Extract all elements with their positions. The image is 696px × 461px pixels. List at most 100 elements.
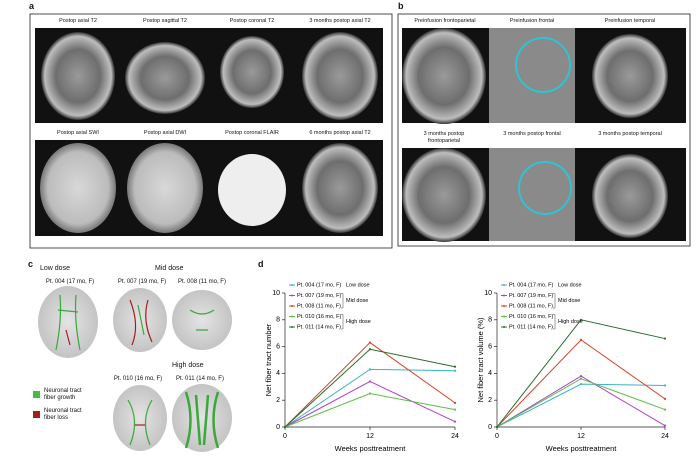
y-tick-label: 0 <box>276 424 280 431</box>
dose-label: Low dose <box>40 265 70 272</box>
image-label: Postop coronal FLAIR <box>225 130 279 136</box>
y-tick-label: 4 <box>488 370 492 377</box>
dose-label: High dose <box>558 319 583 325</box>
patient-label: Pt. 011 (14 mo, F) <box>176 376 224 382</box>
dose-label: Low dose <box>558 282 582 288</box>
y-tick-label: 0 <box>488 424 492 431</box>
panel-a-images <box>35 28 383 236</box>
image-label: 6 months postop axial T2 <box>309 130 371 136</box>
legend-dot <box>291 305 293 307</box>
data-point <box>368 341 372 344</box>
panel-label: d <box>258 259 264 269</box>
legend-label: Neuronal tract fiber growth <box>44 388 82 401</box>
x-tick-label: 0 <box>283 433 287 440</box>
data-point <box>368 368 372 371</box>
dose-label: High dose <box>172 362 204 369</box>
dose-label: Mid dose <box>558 298 580 304</box>
legend-label: Pt. 010 (16 mo, F) <box>509 314 553 320</box>
legend-bracket <box>553 293 556 309</box>
image-label: Postop axial SWI <box>57 130 99 136</box>
x-axis-label: Weeks posttreatment <box>335 444 407 453</box>
series-line <box>496 378 666 428</box>
legend-bracket <box>341 314 344 330</box>
series-line <box>496 383 666 428</box>
x-axis-label: Weeks posttreatment <box>546 444 618 453</box>
data-point <box>495 425 499 429</box>
series-line <box>284 341 456 428</box>
image-label: Postop axial T2 <box>59 18 97 24</box>
y-tick-label: 6 <box>488 343 492 350</box>
data-point <box>368 392 372 395</box>
image-label: Postop coronal T2 <box>229 18 275 24</box>
y-tick-label: 2 <box>488 397 492 404</box>
data-point <box>579 377 583 380</box>
x-tick-label: 24 <box>451 433 459 440</box>
data-point <box>283 425 287 429</box>
image-label: Postop sagittal T2 <box>143 18 187 24</box>
data-point <box>453 401 457 404</box>
legend-dot <box>503 305 505 307</box>
data-point <box>663 384 667 387</box>
y-axis-label: Net fiber tract number <box>264 323 273 396</box>
legend-dot <box>503 284 505 286</box>
data-point <box>579 318 583 321</box>
y-tick-label: 2 <box>276 397 280 404</box>
image-label: Preinfusion temporal <box>604 18 656 24</box>
legend-label: Pt. 004 (17 mo, F) <box>509 282 553 288</box>
y-tick-label: 10 <box>484 290 492 297</box>
data-point <box>579 374 583 378</box>
series-line <box>284 348 456 428</box>
legend-dot <box>291 284 293 286</box>
panel-b-images <box>402 28 686 242</box>
series-line <box>284 368 456 428</box>
x-tick-label: 12 <box>366 433 374 440</box>
patient-label: Pt. 008 (11 mo, F) <box>178 279 226 285</box>
patient-label: Pt. 004 (17 mo, F) <box>45 279 95 285</box>
dose-label: Mid dose <box>155 265 184 272</box>
legend-label: Pt. 008 (11 mo, F) <box>509 303 553 309</box>
data-point <box>453 365 457 368</box>
patient-label: Pt. 007 (19 mo, F) <box>117 279 167 285</box>
legend-label: Pt. 007 (19 mo, F) <box>297 293 341 299</box>
dose-label: High dose <box>346 319 371 325</box>
y-tick-label: 10 <box>272 290 280 297</box>
legend-bracket <box>341 293 344 309</box>
legend-label: Neuronal tract fiber loss <box>44 408 82 421</box>
panel-c-tractography <box>33 286 232 452</box>
dose-label: Low dose <box>346 282 370 288</box>
y-tick-label: 4 <box>276 370 280 377</box>
x-tick-label: 12 <box>577 433 585 440</box>
panel-label: c <box>28 259 34 269</box>
image-label: Preinfusion frontoparietal <box>414 18 476 24</box>
image-label: Postop axial DWI <box>143 130 187 136</box>
image-label: 3 months postop frontal <box>503 131 561 137</box>
legend-label: Pt. 011 (14 mo, F) <box>509 324 553 330</box>
y-tick-label: 8 <box>276 317 280 324</box>
legend-dot <box>503 326 505 328</box>
data-point <box>453 369 457 372</box>
y-tick-label: 8 <box>488 317 492 324</box>
image-label: 3 months postop temporal <box>598 131 662 137</box>
legend-label: Pt. 011 (14 mo, F) <box>297 324 341 330</box>
data-point <box>663 424 667 427</box>
y-axis-label: Net fiber tract volume (%) <box>476 317 485 403</box>
legend-dot <box>291 294 293 297</box>
data-point <box>663 337 667 340</box>
data-point <box>453 408 457 411</box>
legend-label: Pt. 008 (11 mo, F) <box>297 303 341 309</box>
legend-label: Pt. 010 (16 mo, F) <box>297 314 341 320</box>
legend-bracket <box>553 314 556 330</box>
data-point <box>663 408 667 411</box>
legend-label: Pt. 007 (19 mo, F) <box>509 293 553 299</box>
panel-label: a <box>29 1 35 11</box>
legend-dot <box>291 315 293 318</box>
image-label: 3 months postop axial T2 <box>309 18 371 24</box>
data-point <box>368 380 372 383</box>
image-label: 3 months postop frontoparietal <box>423 131 465 144</box>
data-point <box>453 420 457 423</box>
data-point <box>579 383 583 386</box>
dose-label: Mid dose <box>346 298 368 304</box>
data-point <box>368 348 372 351</box>
